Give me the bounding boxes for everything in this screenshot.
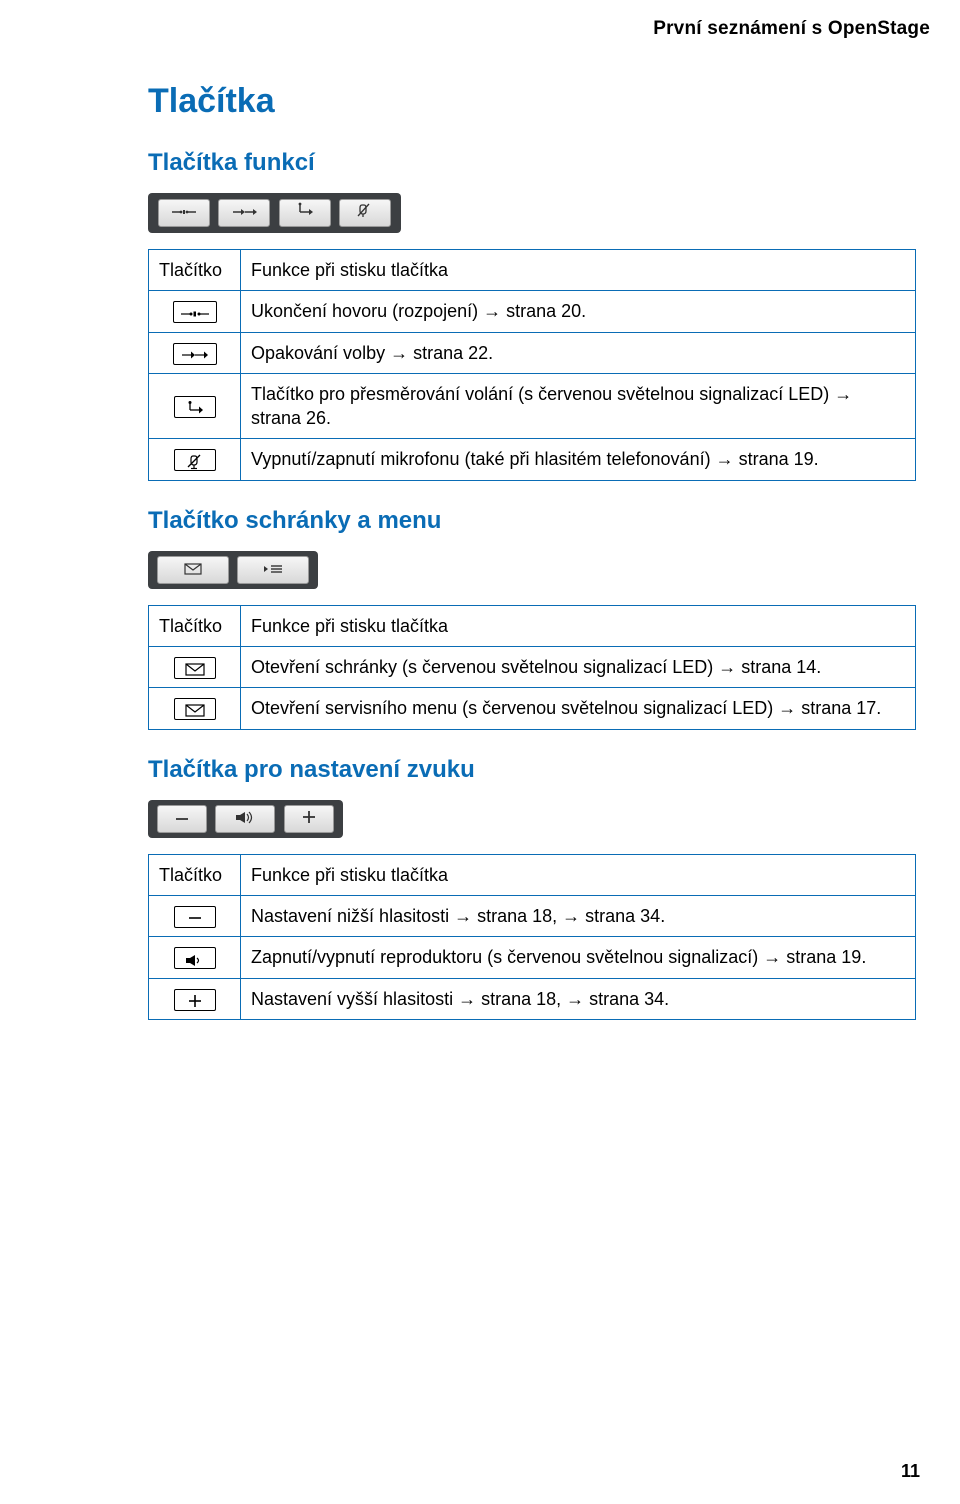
page-number: 11 — [901, 1461, 920, 1482]
table-row: Nastavení nižší hlasitosti → strana 18, … — [149, 895, 916, 936]
volume-up-key-desc: Nastavení vyšší hlasitosti → strana 18, … — [241, 978, 916, 1019]
volume-up-key-icon — [149, 978, 241, 1019]
key-volume-down-icon — [157, 805, 207, 833]
table-row: Tlačítko pro přesměrování volání (s červ… — [149, 373, 916, 439]
key-redial-icon — [218, 199, 270, 227]
mailbox-key-icon — [149, 647, 241, 688]
mailbox-keys-photo — [148, 551, 318, 589]
menu-key-desc: Otevření servisního menu (s červenou svě… — [241, 688, 916, 729]
volume-down-key-desc: Nastavení nižší hlasitosti → strana 18, … — [241, 895, 916, 936]
table-col-function: Funkce při stisku tlačítka — [241, 854, 916, 895]
section-schranky-heading: Tlačítko schránky a menu — [148, 507, 916, 535]
forward-key-desc: Tlačítko pro přesměrování volání (s červ… — [241, 373, 916, 439]
table-row: Opakování volby → strana 22. — [149, 332, 916, 373]
speaker-key-desc: Zapnutí/vypnutí reproduktoru (s červenou… — [241, 937, 916, 978]
menu-key-icon — [149, 688, 241, 729]
table-row: Zapnutí/vypnutí reproduktoru (s červenou… — [149, 937, 916, 978]
table-header-row: Tlačítko Funkce při stisku tlačítka — [149, 605, 916, 646]
table-row: Otevření servisního menu (s červenou svě… — [149, 688, 916, 729]
table-col-function: Funkce při stisku tlačítka — [241, 250, 916, 291]
redial-key-icon — [149, 332, 241, 373]
page-title: Tlačítka — [148, 82, 916, 121]
table-col-function: Funkce při stisku tlačítka — [241, 605, 916, 646]
speaker-key-icon — [149, 937, 241, 978]
table-col-button: Tlačítko — [149, 250, 241, 291]
key-mailbox-icon — [157, 556, 229, 584]
key-speaker-icon — [215, 805, 275, 833]
audio-keys-photo — [148, 800, 343, 838]
table-col-button: Tlačítko — [149, 854, 241, 895]
page-header-breadcrumb: První seznámení s OpenStage — [653, 18, 930, 40]
mute-key-icon — [149, 439, 241, 480]
release-key-icon — [149, 291, 241, 332]
table-row: Otevření schránky (s červenou světelnou … — [149, 647, 916, 688]
page-content: Tlačítka Tlačítka funkcí Tlačítko Funkce… — [148, 82, 916, 1046]
section-zvuku-heading: Tlačítka pro nastavení zvuku — [148, 756, 916, 784]
function-keys-table: Tlačítko Funkce při stisku tlačítka Ukon… — [148, 249, 916, 481]
mute-key-desc: Vypnutí/zapnutí mikrofonu (také při hlas… — [241, 439, 916, 480]
mailbox-keys-table: Tlačítko Funkce při stisku tlačítka Otev… — [148, 605, 916, 730]
key-mute-icon — [339, 199, 391, 227]
key-volume-up-icon — [284, 805, 334, 833]
key-menu-icon — [237, 556, 309, 584]
volume-down-key-icon — [149, 895, 241, 936]
section-funkci-heading: Tlačítka funkcí — [148, 149, 916, 177]
key-release-icon — [158, 199, 210, 227]
redial-key-desc: Opakování volby → strana 22. — [241, 332, 916, 373]
release-key-desc: Ukončení hovoru (rozpojení) → strana 20. — [241, 291, 916, 332]
table-header-row: Tlačítko Funkce při stisku tlačítka — [149, 250, 916, 291]
audio-keys-table: Tlačítko Funkce při stisku tlačítka Nast… — [148, 854, 916, 1020]
forward-key-icon — [149, 373, 241, 439]
table-row: Ukončení hovoru (rozpojení) → strana 20. — [149, 291, 916, 332]
key-forward-icon — [279, 199, 331, 227]
table-header-row: Tlačítko Funkce při stisku tlačítka — [149, 854, 916, 895]
table-row: Vypnutí/zapnutí mikrofonu (také při hlas… — [149, 439, 916, 480]
function-keys-photo — [148, 193, 401, 233]
table-row: Nastavení vyšší hlasitosti → strana 18, … — [149, 978, 916, 1019]
mailbox-key-desc: Otevření schránky (s červenou světelnou … — [241, 647, 916, 688]
table-col-button: Tlačítko — [149, 605, 241, 646]
